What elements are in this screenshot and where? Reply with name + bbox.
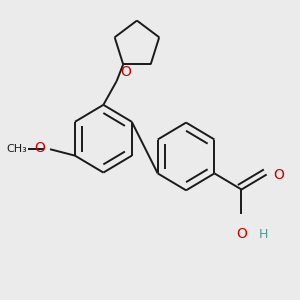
Text: CH₃: CH₃ [6,144,27,154]
Text: H: H [259,228,268,241]
Text: O: O [236,226,247,241]
Text: O: O [274,168,284,182]
Text: O: O [120,65,130,80]
Text: O: O [34,141,45,154]
